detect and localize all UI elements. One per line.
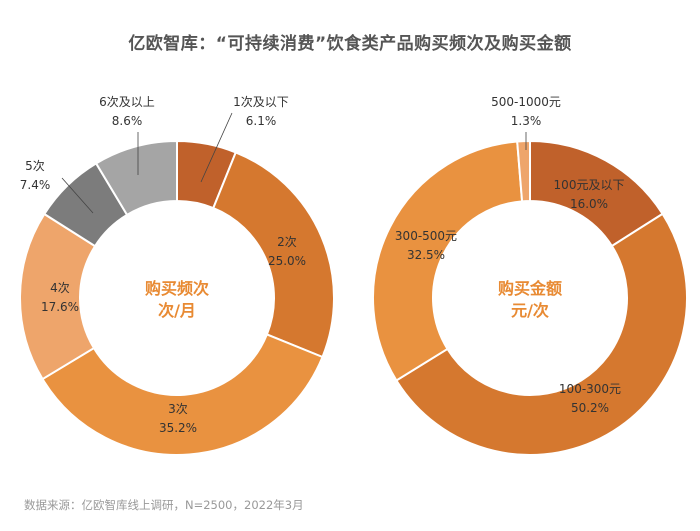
slice-value-label: 1.3% [511,114,542,128]
slice-label: 500-1000元 [491,95,561,109]
slice-label: 1次及以下 [233,95,289,109]
donut-center-title: 购买频次 [145,279,209,298]
donut-slice [94,139,178,217]
donut-slice [212,151,335,359]
donut-slice [516,139,531,203]
slice-value-label: 7.4% [20,178,51,192]
slice-label: 300-500元 [395,229,457,243]
donut-slice [372,140,524,382]
slice-value-label: 17.6% [41,300,79,314]
chart-title: 亿欧智库：“可持续消费”饮食类产品购买频次及购买金额 [128,34,572,54]
slice-label: 6次及以上 [99,95,155,109]
donut-center-unit: 元/次 [511,301,549,320]
slice-value-label: 6.1% [246,114,277,128]
leader-line [200,112,233,183]
donut-slice [395,212,688,456]
slice-value-label: 8.6% [112,114,143,128]
slice-label: 2次 [277,235,297,249]
donut-center-unit: 次/月 [158,301,196,320]
slice-label: 100元及以下 [554,178,625,192]
donut-chart-frequency: 1次及以下 6.1% 2次 25.0% 3次 35.2% 4次 17.6% 5次 7.4% 6次及以… [19,95,335,456]
donut-chart-amount: 100元及以下 16.0% 100-300元 50.2% 300-500元 32.5% 50… [372,95,688,456]
slice-label: 4次 [50,281,70,295]
leader-line [61,177,94,214]
slice-value-label: 25.0% [268,254,306,268]
slice-value-label: 35.2% [159,421,197,435]
slice-label: 3次 [168,402,188,416]
slice-value-label: 50.2% [571,401,609,415]
source-note: 数据来源：亿欧智库线上调研，N=2500，2022年3月 [24,498,304,512]
slice-label: 100-300元 [559,382,621,396]
slice-value-label: 32.5% [407,248,445,262]
donut-center-title: 购买金额 [498,279,562,298]
donut-slice [41,333,324,456]
slice-value-label: 16.0% [570,197,608,211]
slice-label: 5次 [25,159,45,173]
